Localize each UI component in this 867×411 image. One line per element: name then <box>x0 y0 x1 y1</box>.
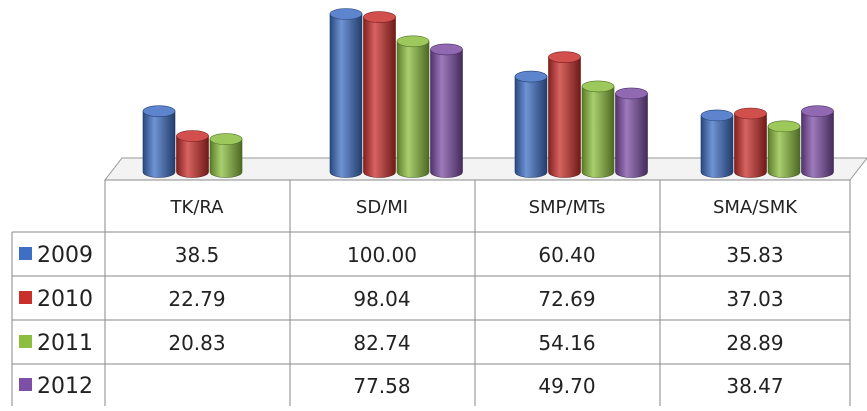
bar-2012-smp-mts <box>615 87 648 178</box>
data-label: 35.83 <box>726 243 783 267</box>
legend-swatch-2012 <box>19 378 32 391</box>
bar-2010-tk-ra <box>176 130 209 178</box>
bar-2009-smp-mts <box>514 70 548 178</box>
category-label: SD/MI <box>356 197 408 218</box>
legend-label: 2009 <box>37 243 93 268</box>
data-label: 49.70 <box>538 374 595 398</box>
bar-2010-sd-mi <box>363 11 396 178</box>
data-label: 37.03 <box>726 287 783 311</box>
bars-group <box>142 8 834 178</box>
data-label: 22.79 <box>168 287 225 311</box>
legend-swatch-2011 <box>19 335 32 348</box>
bar-2011-sd-mi <box>396 35 430 178</box>
data-label: 60.40 <box>538 243 595 267</box>
bar-2009-sd-mi <box>329 8 363 178</box>
category-label: SMA/SMK <box>713 197 798 218</box>
data-table: TK/RA SD/MI SMP/MTs SMA/SMK 2009 38.5 100.00 60… <box>19 197 798 399</box>
data-table-grid <box>11 179 851 406</box>
legend-swatch-2009 <box>19 247 32 260</box>
data-label: 82.74 <box>353 331 410 355</box>
bar-2010-smp-mts <box>548 51 581 178</box>
data-label: 20.83 <box>168 331 225 355</box>
category-label: TK/RA <box>170 197 225 218</box>
bar-2009-sma-smk <box>700 109 734 178</box>
data-label: 77.58 <box>353 374 410 398</box>
bar-2012-sd-mi <box>430 43 463 178</box>
legend-label: 2010 <box>37 287 93 312</box>
data-label: 54.16 <box>538 331 595 355</box>
data-label: 100.00 <box>347 243 417 267</box>
legend-swatch-2010 <box>19 291 32 304</box>
data-label: 72.69 <box>538 287 595 311</box>
bar-2011-smp-mts <box>581 80 615 178</box>
data-label: 38.47 <box>726 374 783 398</box>
bar-2009-tk-ra <box>142 105 176 178</box>
bar-2010-sma-smk <box>734 107 767 178</box>
legend-label: 2011 <box>37 331 93 356</box>
data-label: 28.89 <box>726 331 783 355</box>
data-label: 38.5 <box>175 243 220 267</box>
bar-2011-sma-smk <box>767 120 801 178</box>
data-label: 98.04 <box>353 287 410 311</box>
legend-label: 2012 <box>37 374 93 399</box>
bar-2012-sma-smk <box>801 105 834 178</box>
bar-2011-tk-ra <box>209 133 243 178</box>
category-label: SMP/MTs <box>529 197 606 218</box>
